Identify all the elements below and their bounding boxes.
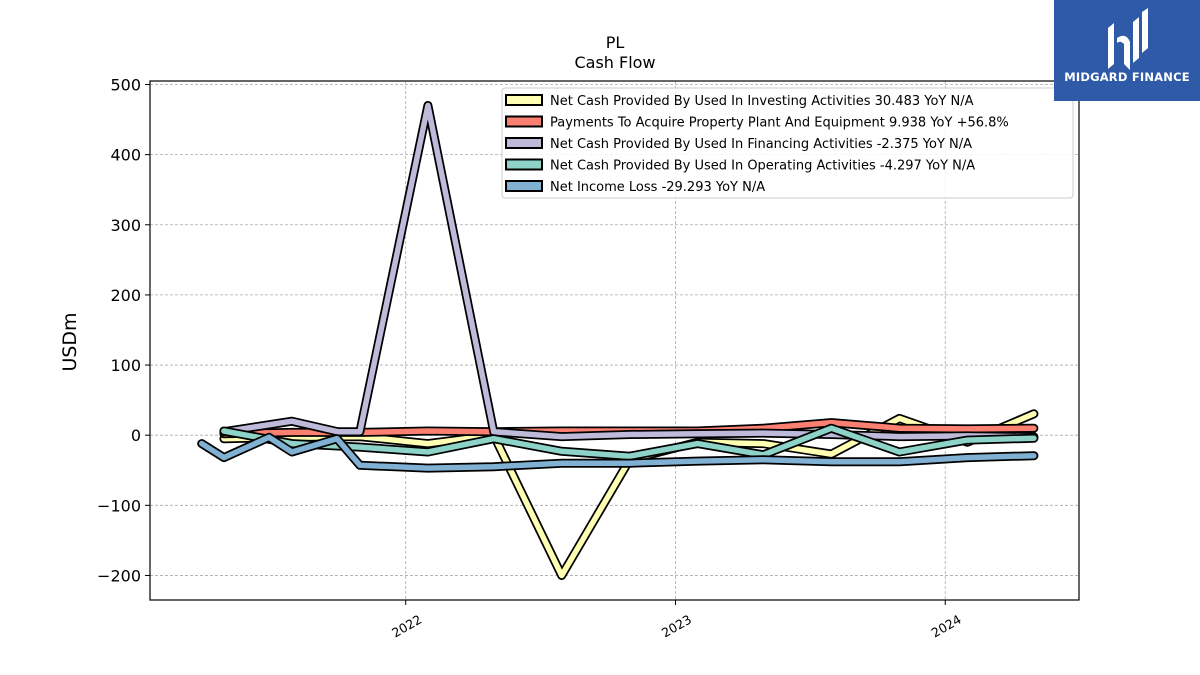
midgard-finance-logo: MIDGARD FINANCE xyxy=(1054,0,1200,101)
logo-mark-icon xyxy=(1108,8,1148,70)
y-tick-label: −200 xyxy=(97,566,141,585)
legend-swatch-3 xyxy=(505,158,543,171)
legend-swatch-1 xyxy=(505,115,543,128)
y-axis-ticks: −200 −100 0 100 200 300 400 500 xyxy=(97,76,150,585)
x-tick-label: 2023 xyxy=(659,612,694,641)
x-tick-label: 2022 xyxy=(389,612,424,641)
y-tick-label: 0 xyxy=(131,426,141,445)
y-axis-label: USDm xyxy=(59,312,81,371)
x-axis-ticks: 2022 2023 2024 xyxy=(389,600,964,641)
series-line-3 xyxy=(221,425,1037,459)
logo-text: MIDGARD FINANCE xyxy=(1064,70,1190,84)
plot-frame xyxy=(149,80,1080,601)
legend-entry-4: Net Income Loss -29.293 YoY N/A xyxy=(550,180,765,195)
chart-title: PL xyxy=(606,33,625,52)
legend-swatch-0 xyxy=(505,94,543,106)
legend-entry-2: Net Cash Provided By Used In Financing A… xyxy=(550,137,972,152)
y-tick-label: 300 xyxy=(110,216,141,235)
series-line-4 xyxy=(198,434,1037,471)
legend-entry-1: Payments To Acquire Property Plant And E… xyxy=(550,116,1009,131)
y-tick-label: 100 xyxy=(110,356,141,375)
legend-box xyxy=(501,87,1074,199)
series-line-2 xyxy=(221,102,1037,440)
series-lines xyxy=(197,101,1039,580)
legend-entry-3: Net Cash Provided By Used In Operating A… xyxy=(550,159,975,174)
x-tick-label: 2024 xyxy=(929,612,964,641)
legend-entry-0: Net Cash Provided By Used In Investing A… xyxy=(550,94,974,109)
chart-subtitle: Cash Flow xyxy=(574,53,655,72)
y-tick-label: 400 xyxy=(110,146,141,165)
legend-swatch-4 xyxy=(505,180,543,192)
legend: Net Cash Provided By Used In Investing A… xyxy=(501,87,1074,199)
legend-swatch-2 xyxy=(505,137,543,149)
y-tick-label: −100 xyxy=(97,496,141,515)
y-tick-label: 200 xyxy=(110,286,141,305)
y-tick-label: 500 xyxy=(110,76,141,95)
